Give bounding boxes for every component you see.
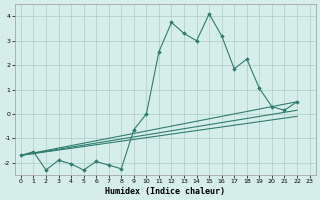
X-axis label: Humidex (Indice chaleur): Humidex (Indice chaleur) — [105, 187, 225, 196]
